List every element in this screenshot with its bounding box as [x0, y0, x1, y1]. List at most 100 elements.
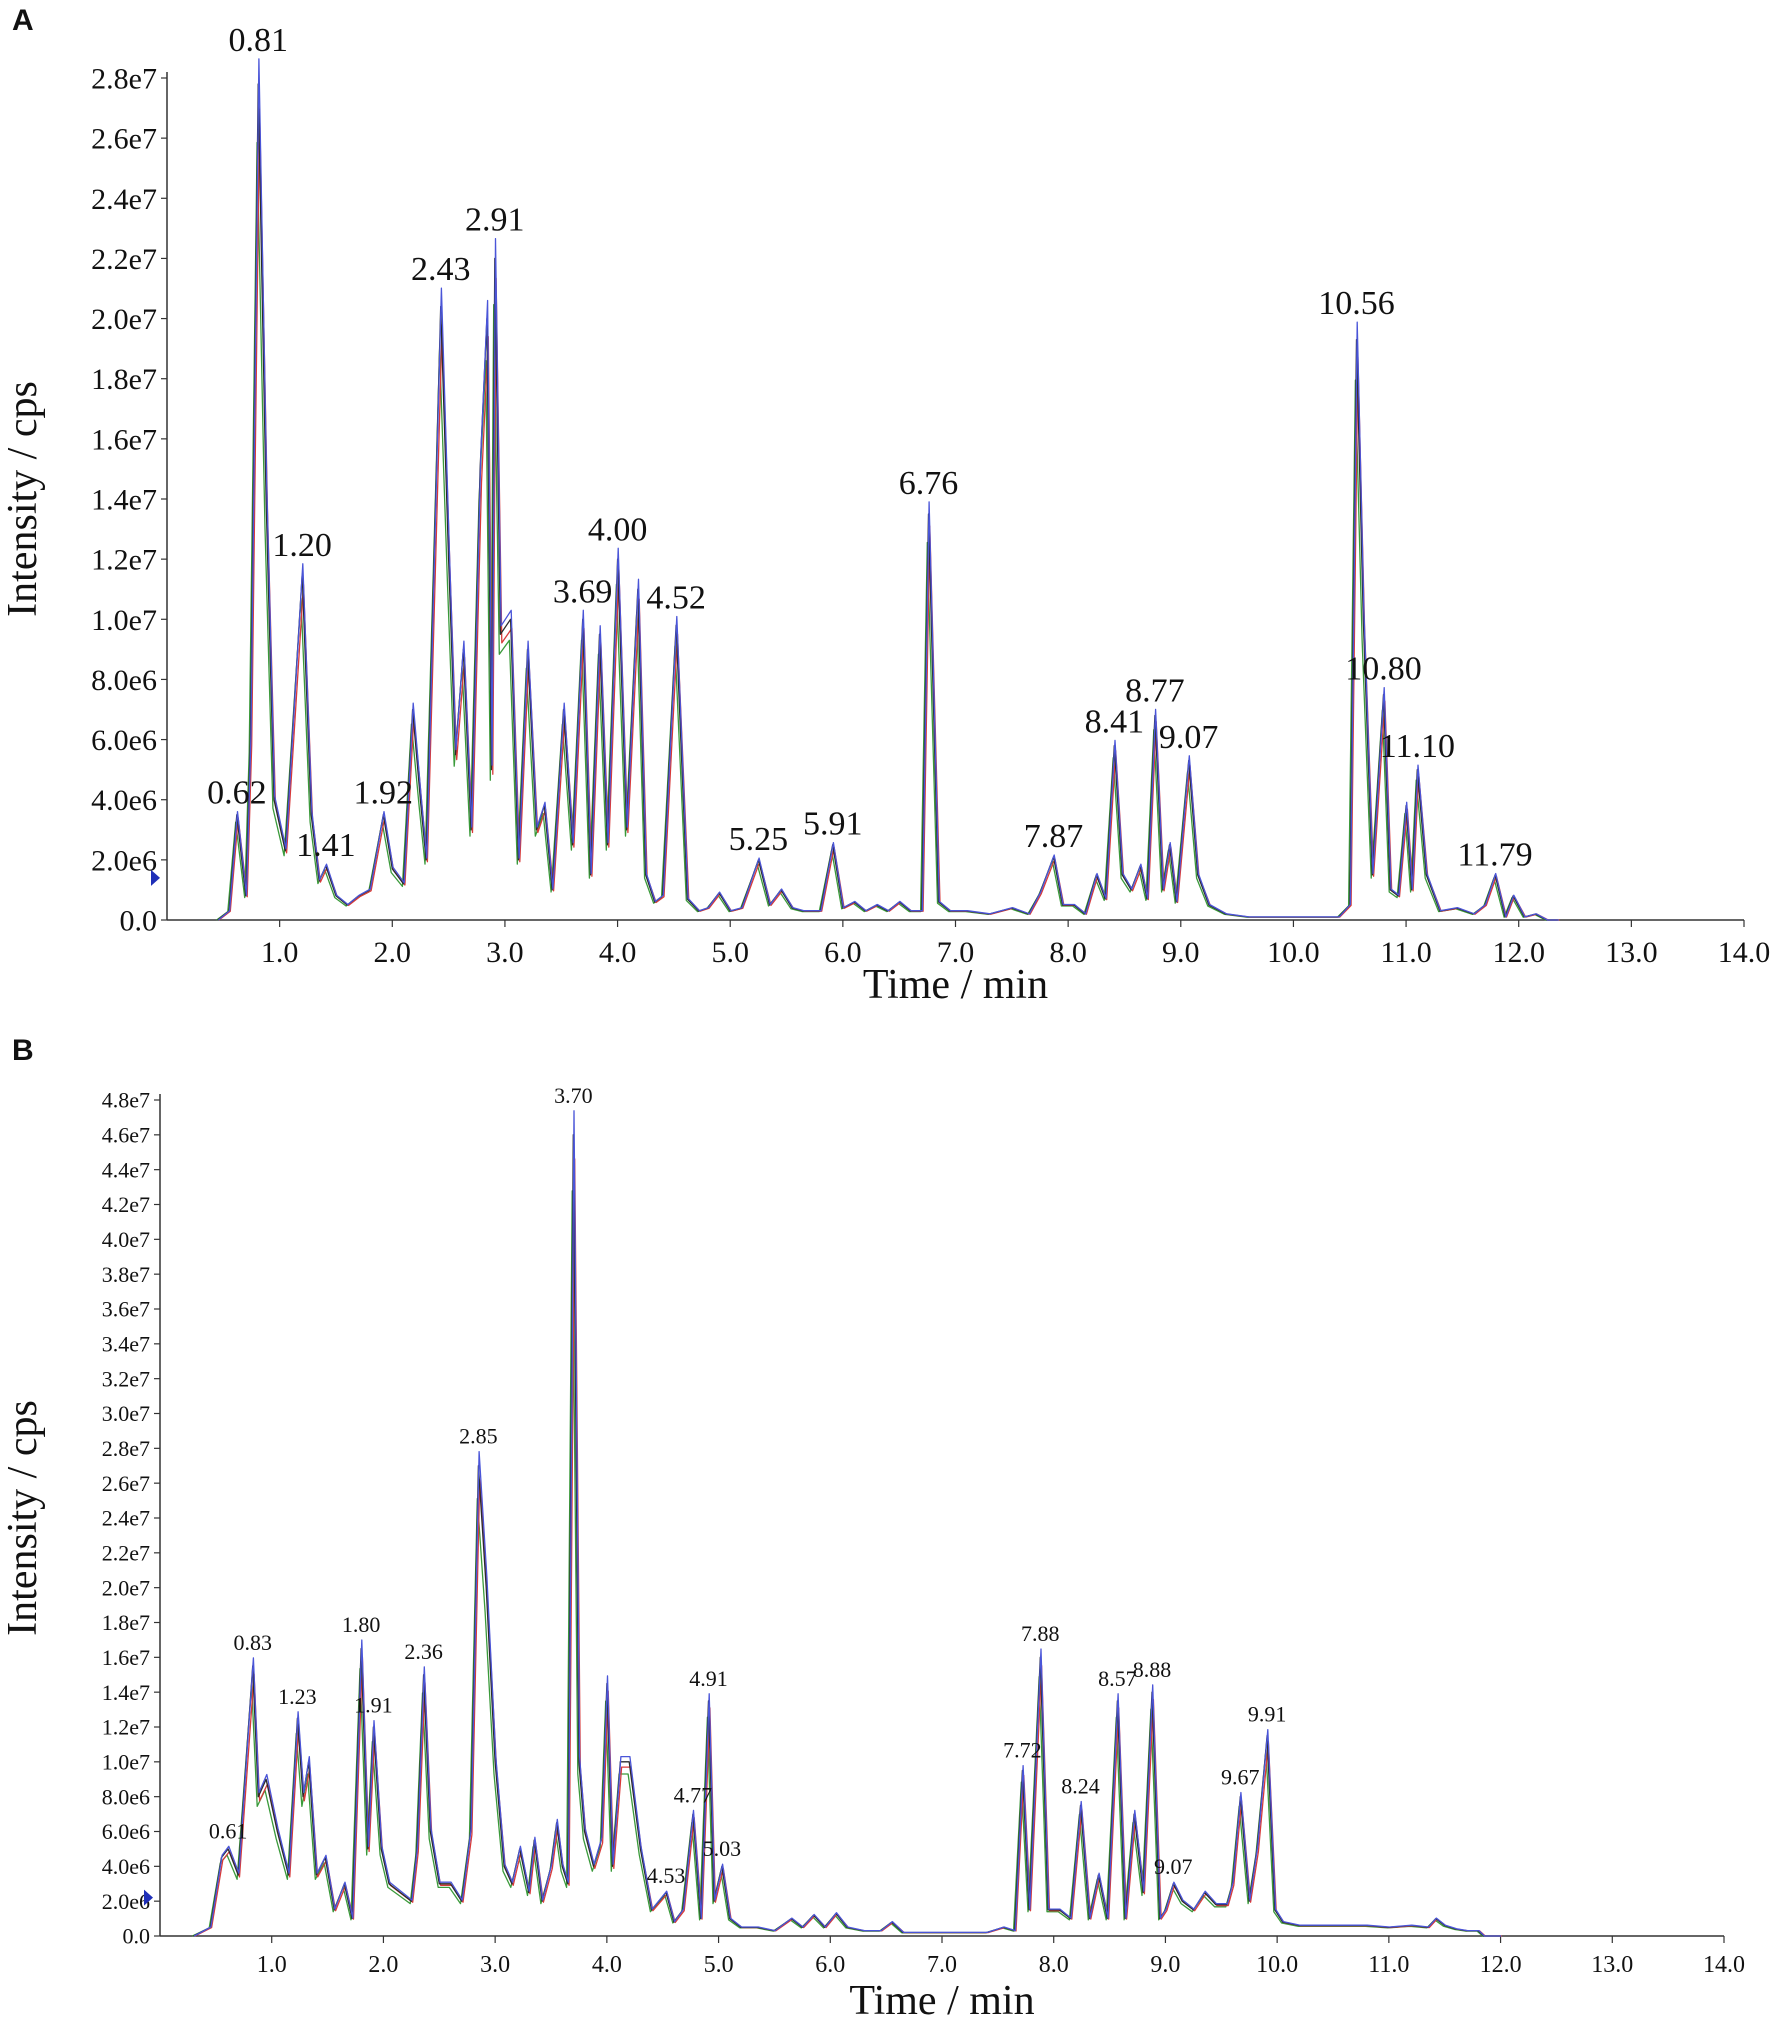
y-tick-label: 6.0e6 [91, 724, 157, 757]
y-tick-label: 8.0e6 [91, 664, 157, 697]
axes-b [159, 1094, 1724, 1937]
peak-label: 3.70 [554, 1083, 593, 1108]
y-tick-label: 4.0e7 [102, 1227, 150, 1252]
peak-label: 8.88 [1133, 1657, 1172, 1682]
y-tick-label: 2.0e6 [91, 844, 157, 877]
y-tick-label: 1.2e7 [102, 1715, 150, 1740]
x-tick-label: 4.0 [592, 1952, 622, 1978]
x-tick-label: 11.0 [1380, 936, 1431, 969]
peak-label: 3.69 [553, 573, 613, 610]
peak-label: 6.76 [899, 465, 959, 502]
peak-label: 8.77 [1125, 672, 1185, 709]
y-tick-label: 3.0e7 [102, 1401, 150, 1426]
x-tick-label: 10.0 [1256, 1952, 1298, 1978]
peak-label: 11.79 [1457, 837, 1532, 874]
trace-line-0 [217, 83, 1559, 921]
peak-label: 2.91 [465, 202, 525, 239]
y-tick-label: 2.8e7 [91, 63, 157, 96]
x-tick-label: 9.0 [1162, 936, 1200, 969]
peak-label: 1.91 [354, 1693, 393, 1718]
x-tick-label: 2.0 [374, 936, 412, 969]
peak-label: 4.53 [647, 1863, 686, 1888]
peak-label: 5.03 [703, 1836, 742, 1861]
x-tick-label: 1.0 [257, 1952, 287, 1978]
peak-label: 1.41 [296, 827, 356, 864]
y-tick-label: 1.6e7 [102, 1645, 150, 1670]
peak-label: 4.91 [689, 1666, 728, 1691]
trace-line-1 [194, 1158, 1502, 1937]
peak-labels-b: 3.70 2.85 0.83 0.61 1.23 1.80 1.91 2.36 4.53 4.77… [209, 1083, 1286, 1888]
peak-label: 2.36 [404, 1639, 443, 1664]
x-tick-label: 14.0 [1718, 936, 1771, 969]
y-tick-label: 1.6e7 [91, 423, 157, 456]
y-tick-label: 4.8e7 [102, 1088, 150, 1113]
trace-line-2 [192, 1190, 1500, 1937]
y-tick-label: 4.0e6 [91, 784, 157, 817]
peak-label: 5.25 [729, 821, 789, 858]
peak-label: 1.80 [342, 1612, 381, 1637]
x-tick-label: 3.0 [480, 1952, 510, 1978]
x-tick-label: 9.0 [1150, 1952, 1180, 1978]
y-tick-label: 2.0e6 [102, 1889, 150, 1914]
peak-label: 7.87 [1024, 818, 1084, 855]
y-tick-label: 2.2e7 [91, 243, 157, 276]
peak-label: 7.88 [1021, 1621, 1060, 1646]
x-tick-label: 13.0 [1591, 1952, 1633, 1978]
y-tick-label: 1.0e7 [91, 604, 157, 637]
y-tick-label: 0.0 [123, 1924, 151, 1949]
x-tick-label: 14.0 [1703, 1952, 1745, 1978]
x-tick-label: 11.0 [1368, 1952, 1409, 1978]
chromatogram-b-chart: 0.0 2.0e6 4.0e6 6.0e6 8.0e6 1.0e7 1.2e7 1.4e7 1.… [0, 1083, 1745, 2024]
x-tick-label: 6.0 [815, 1952, 845, 1978]
y-tick-label: 2.6e7 [102, 1471, 150, 1496]
y-axis-title: Intensity / cps [0, 1400, 46, 1636]
peak-label: 0.83 [233, 1630, 272, 1655]
x-ticks-b: 1.0 2.0 3.0 4.0 5.0 6.0 7.0 8.0 9.0 10.0 11.0 12.0 1… [257, 1936, 1745, 1978]
y-tick-label: 2.2e7 [102, 1541, 150, 1566]
y-tick-label: 4.0e6 [102, 1854, 150, 1879]
y-tick-label: 3.8e7 [102, 1262, 150, 1287]
x-tick-label: 10.0 [1267, 936, 1320, 969]
y-tick-label: 1.4e7 [102, 1680, 150, 1705]
x-axis-title: Time / min [849, 1978, 1034, 2024]
peak-label: 8.24 [1061, 1773, 1100, 1798]
x-ticks-a: 1.0 2.0 3.0 4.0 5.0 6.0 7.0 8.0 9.0 10.0 11.0 12.0 1… [261, 920, 1770, 969]
y-ticks-b: 0.0 2.0e6 4.0e6 6.0e6 8.0e6 1.0e7 1.2e7 1.4e7 1.… [102, 1088, 160, 1949]
y-tick-label: 4.4e7 [102, 1157, 150, 1182]
x-tick-label: 6.0 [824, 936, 862, 969]
y-tick-label: 1.0e7 [102, 1750, 150, 1775]
trace-line-3 [217, 58, 1559, 921]
peak-label: 10.80 [1345, 651, 1422, 688]
x-tick-label: 12.0 [1480, 1952, 1522, 1978]
chromatogram-panel-b: B 0.0 2.0e6 4.0e6 6.0e6 8.0e6 1.0e7 1.2e7 1.4e7… [0, 1030, 1772, 2040]
y-axis-title: Intensity / cps [0, 381, 46, 617]
x-tick-label: 12.0 [1492, 936, 1545, 969]
panel-letter-b: B [12, 1034, 34, 1067]
peak-label: 0.61 [209, 1818, 248, 1843]
y-tick-label: 1.4e7 [91, 484, 157, 517]
y-tick-label: 1.8e7 [102, 1610, 150, 1635]
y-tick-label: 6.0e6 [102, 1819, 150, 1844]
peak-label: 1.23 [278, 1684, 317, 1709]
chromatogram-panel-a: A 0.0 2.0e6 4.0e6 6.0e6 8.0e6 1.0e7 1.2e7 1.4e7… [0, 4, 1770, 1008]
x-tick-label: 3.0 [486, 936, 524, 969]
traces-a [216, 58, 1560, 921]
x-tick-label: 8.0 [1039, 1952, 1069, 1978]
x-tick-label: 1.0 [261, 936, 299, 969]
peak-label: 2.43 [411, 251, 471, 288]
peak-labels-a: 0.81 0.62 1.20 1.41 1.92 2.43 2.91 3.69 4.00 4.52… [207, 22, 1533, 874]
y-tick-label: 1.8e7 [91, 363, 157, 396]
y-tick-label: 4.2e7 [102, 1192, 150, 1217]
y-tick-label: 2.6e7 [91, 123, 157, 156]
y-tick-label: 0.0 [120, 905, 158, 938]
y-tick-label: 3.2e7 [102, 1366, 150, 1391]
peak-label: 4.77 [674, 1782, 713, 1807]
peak-label: 9.67 [1221, 1764, 1260, 1789]
peak-label: 8.57 [1098, 1666, 1137, 1691]
y-tick-label: 2.0e7 [102, 1575, 150, 1600]
trace-line-3 [193, 1110, 1502, 1937]
peak-label: 5.91 [803, 806, 863, 843]
peak-label: 2.85 [459, 1424, 498, 1449]
x-tick-label: 2.0 [368, 1952, 398, 1978]
peak-label: 7.72 [1003, 1738, 1042, 1763]
